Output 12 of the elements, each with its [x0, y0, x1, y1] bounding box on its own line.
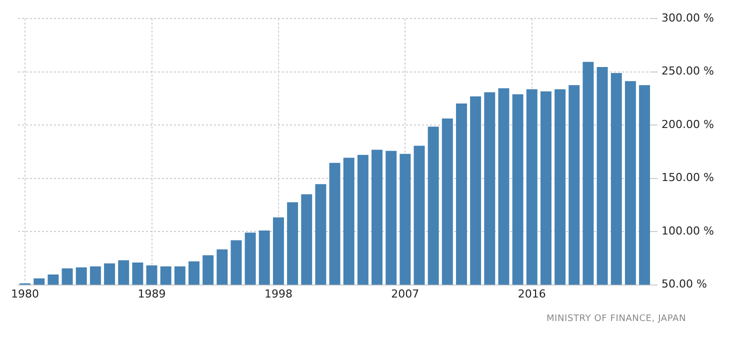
x-tick-label: 2016: [518, 287, 546, 300]
y-tick-label: 50.00 %: [662, 278, 708, 291]
x-tick-label: 1980: [11, 287, 40, 300]
x-tick-label: 2007: [391, 287, 420, 300]
x-tick-label: 1998: [264, 287, 292, 300]
x-tick-label: 1989: [138, 287, 166, 300]
y-tick-label: 300.00 %: [662, 11, 714, 24]
y-tick-label: 200.00 %: [662, 118, 714, 131]
text: MINISTRY OF FINANCE, JAPAN: [545, 314, 687, 324]
y-tick-label: 150.00 %: [662, 171, 714, 184]
y-tick-label: 250.00 %: [662, 64, 714, 78]
y-tick-label: 100.00 %: [662, 224, 714, 238]
